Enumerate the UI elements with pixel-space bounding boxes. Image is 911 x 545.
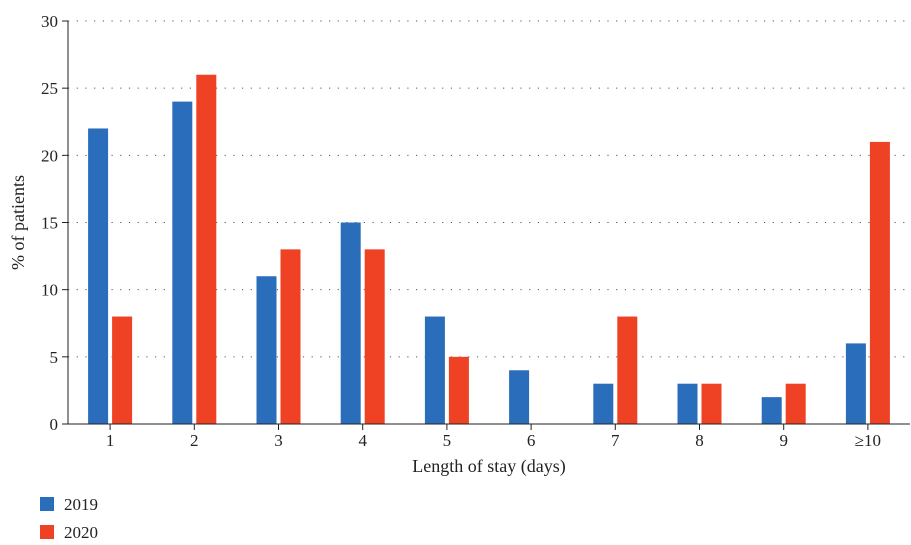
x-tick-label: ≥10: [855, 431, 881, 450]
y-tick-label: 30: [41, 12, 58, 31]
bar-2019-4: [340, 222, 361, 424]
bar-2020-9: [785, 383, 806, 424]
legend-label-2020: 2020: [64, 523, 98, 540]
bar-2019-2: [172, 101, 193, 424]
y-tick-label: 15: [41, 214, 58, 233]
x-ticks: 1 2 3 4 5 6 7 8 9 ≥10: [106, 424, 881, 450]
y-ticks: 0 5 10 15 20 25 30: [41, 12, 68, 434]
x-tick-label: 4: [358, 431, 367, 450]
bar-2020-7: [617, 316, 638, 424]
bar-2019-10: [845, 343, 866, 424]
x-tick-label: 2: [190, 431, 199, 450]
legend-swatch-2019: [40, 497, 54, 511]
x-tick-label: 3: [274, 431, 283, 450]
bar-2019-8: [677, 383, 698, 424]
bar-2020-4: [364, 249, 385, 424]
y-axis-title: % of patients: [8, 175, 28, 270]
gridlines: [68, 20, 910, 358]
x-tick-label: 8: [695, 431, 704, 450]
x-tick-label: 5: [443, 431, 452, 450]
bar-2020-1: [112, 316, 133, 424]
bar-2020-8: [701, 383, 722, 424]
bar-2019-3: [256, 276, 277, 424]
bar-2019-6: [509, 370, 530, 424]
y-tick-label: 0: [50, 415, 59, 434]
x-tick-label: 6: [527, 431, 536, 450]
legend-swatch-2020: [40, 525, 54, 539]
bars: [88, 74, 890, 424]
bar-2019-1: [88, 128, 109, 424]
x-tick-label: 7: [611, 431, 620, 450]
y-tick-label: 5: [50, 348, 59, 367]
bar-2019-5: [424, 316, 445, 424]
legend-label-2019: 2019: [64, 495, 98, 514]
bar-2020-3: [280, 249, 301, 424]
y-tick-label: 25: [41, 79, 58, 98]
bar-2020-5: [448, 356, 469, 424]
bar-2020-10: [869, 141, 890, 424]
legend: 2019 2020: [40, 495, 98, 542]
x-tick-label: 1: [106, 431, 115, 450]
bar-2019-7: [593, 383, 614, 424]
y-tick-label: 10: [41, 281, 58, 300]
bar-2019-9: [761, 397, 782, 424]
y-tick-label: 20: [41, 146, 58, 165]
axes: [67, 21, 910, 425]
x-axis-title: Length of stay (days): [412, 456, 565, 477]
x-tick-label: 9: [779, 431, 788, 450]
bar-2020-2: [196, 74, 217, 424]
